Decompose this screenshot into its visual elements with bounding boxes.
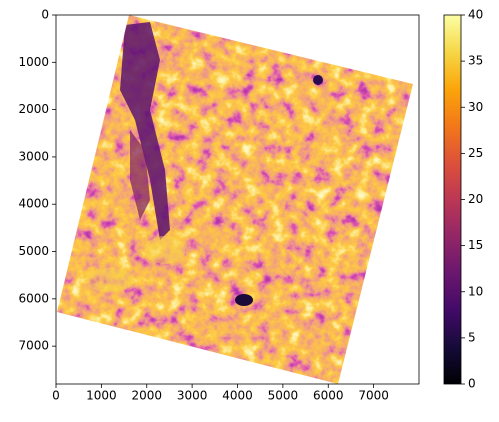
colorbar	[443, 14, 462, 385]
x-tick-label: 7000	[358, 389, 389, 403]
colorbar-tick-label: 5	[468, 330, 476, 344]
raster-image	[57, 15, 413, 384]
x-tick-label: 2000	[131, 389, 162, 403]
x-tick-label: 5000	[268, 389, 299, 403]
y-tick-label: 7000	[18, 339, 49, 353]
y-tick-label: 0	[41, 8, 49, 22]
colorbar-tick-label: 35	[468, 54, 483, 68]
colorbar-tick-label: 15	[468, 238, 483, 252]
colorbar-tick-label: 30	[468, 100, 483, 114]
dark-patch	[235, 294, 253, 306]
y-tick-label: 2000	[18, 102, 49, 116]
y-tick-label: 4000	[18, 197, 49, 211]
bright-patch	[145, 236, 185, 264]
y-tick-label: 6000	[18, 291, 49, 305]
water-body	[130, 130, 150, 220]
water-body	[120, 22, 170, 240]
x-tick-label: 0	[52, 389, 60, 403]
x-tick-label: 4000	[222, 389, 253, 403]
raster-texture	[57, 15, 413, 384]
x-tick-label: 6000	[313, 389, 344, 403]
x-tick-label: 3000	[177, 389, 208, 403]
colorbar-tick-label: 25	[468, 146, 483, 160]
y-tick-label: 5000	[18, 244, 49, 258]
colorbar-tick-label: 10	[468, 284, 483, 298]
colorbar-tick-label: 20	[468, 192, 483, 206]
dark-patch	[313, 75, 323, 85]
colorbar-tick-label: 0	[468, 377, 476, 391]
bright-patch	[85, 268, 135, 292]
y-tick-label: 1000	[18, 55, 49, 69]
y-tick-label: 3000	[18, 149, 49, 163]
x-tick-label: 1000	[86, 389, 117, 403]
colorbar-tick-label: 40	[468, 8, 483, 22]
